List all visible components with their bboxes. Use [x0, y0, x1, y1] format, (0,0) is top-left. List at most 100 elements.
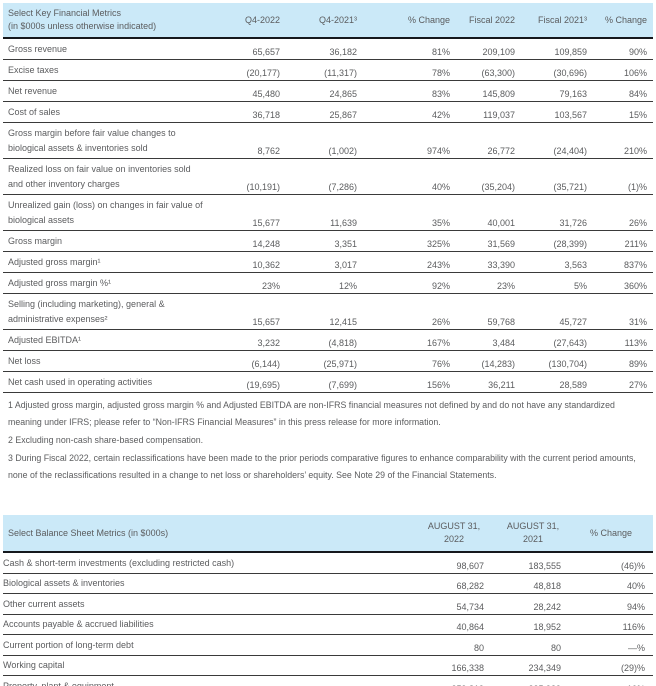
cell-value: 84% [628, 89, 647, 99]
cell-value: 167% [426, 338, 450, 348]
cell-value: 36,182 [329, 47, 357, 57]
cell-value: 259,819 [417, 676, 497, 686]
table1-title-cell: Select Key Financial Metrics (in $000s u… [3, 3, 213, 39]
cell-value: 3,232 [257, 338, 280, 348]
column-header-line: 2021 [522, 534, 544, 544]
table-row: Gross revenue 65,657 36,182 81% 209,109 109,8… [3, 38, 653, 60]
table-row: Gross margin before fair value changes t… [3, 123, 653, 159]
cell-value: 325% [426, 239, 450, 249]
cell-value: 15,677 [252, 218, 280, 228]
column-header-fiscal-2021: Fiscal 2021³ [521, 3, 593, 39]
cell-value: (25,971) [323, 359, 357, 369]
cell-value: 119,037 [483, 110, 515, 120]
table-row: Excise taxes (20,177) (11,317) 78% (63,300) (… [3, 60, 653, 81]
cell-value: (27,643) [553, 338, 587, 348]
table-row: Net loss (6,144) (25,971) 76% (14,283) (130,7… [3, 351, 653, 372]
cell-value: (29)% [620, 663, 645, 673]
row-label: Working capital [3, 660, 65, 670]
cell-value: 3,484 [492, 338, 515, 348]
cell-value: 78% [431, 68, 450, 78]
cell-value: 183,555 [528, 560, 561, 571]
row-label: Adjusted gross margin¹ [8, 257, 101, 267]
cell-value: 3,563 [564, 260, 587, 270]
cell-value: 24,865 [329, 89, 357, 99]
cell-value: 974% [426, 146, 450, 156]
column-header-line: 2022 [443, 534, 465, 544]
column-header-q4-2021: Q4-2021³ [286, 3, 363, 39]
cell-value: 106% [623, 68, 647, 78]
cell-value: 10,362 [252, 260, 280, 270]
cell-value: 40% [626, 581, 645, 591]
cell-value: 40,864 [456, 622, 484, 632]
cell-value: 80 [550, 642, 561, 653]
cell-value: 25,867 [329, 110, 357, 120]
row-label: Realized loss on fair value on inventori… [8, 164, 191, 189]
cell-value: (1,002) [328, 146, 357, 156]
row-label: Cost of sales [8, 107, 61, 117]
row-label: Current portion of long-term debt [3, 639, 134, 650]
cell-value: 14,248 [252, 239, 280, 249]
table-row: Biological assets & inventories 68,282 48,… [3, 573, 653, 594]
footnotes: 1 Adjusted gross margin, adjusted gross … [8, 397, 643, 484]
cell-value: 54,734 [456, 601, 484, 612]
row-label: Unrealized gain (loss) on changes in fai… [8, 200, 203, 225]
cell-value: 210% [623, 146, 647, 156]
cell-value: —% [627, 642, 645, 653]
table1-header-row: Select Key Financial Metrics (in $000s u… [3, 3, 653, 39]
row-label: Adjusted gross margin %¹ [8, 278, 112, 288]
cell-value: 28,242 [533, 601, 561, 612]
cell-value: 209,109 [482, 47, 515, 57]
column-header-aug-31-2021: AUGUST 31, 2021 [497, 515, 575, 553]
table-row: Adjusted EBITDA¹ 3,232 (4,818) 167% 3,484 (27… [3, 330, 653, 351]
cell-value: 3,017 [334, 260, 357, 270]
table2-title: Select Balance Sheet Metrics (in $000s) [3, 515, 417, 553]
row-label: Biological assets & inventories [3, 578, 125, 588]
cell-value: (20,177) [246, 68, 280, 78]
row-label: Other current assets [3, 598, 85, 609]
cell-value: 15% [628, 110, 647, 120]
table-row: Current portion of long-term debt 80 80 —% [3, 635, 653, 655]
cell-value: 166,338 [451, 663, 484, 673]
row-label: Property, plant & equipment [3, 680, 114, 686]
table1-title: Select Key Financial Metrics [8, 8, 122, 18]
table2-header-row: Select Balance Sheet Metrics (in $000s) … [3, 515, 653, 553]
cell-value: 31,726 [559, 218, 587, 228]
cell-value: 12,415 [329, 317, 357, 327]
table-row: Adjusted gross margin %¹ 23% 12% 92% 23% 5% 36… [3, 273, 653, 294]
cell-value: 109,859 [554, 47, 587, 57]
table-row: Cost of sales 36,718 25,867 42% 119,037 103,5… [3, 102, 653, 123]
cell-value: 31% [628, 317, 647, 327]
cell-value: 45,480 [252, 89, 280, 99]
cell-value: 116% [622, 622, 645, 632]
column-header-pct-change-q4: % Change [363, 3, 456, 39]
cell-value: 76% [431, 359, 450, 369]
cell-value: 26% [431, 317, 450, 327]
cell-value: 360% [623, 281, 647, 291]
row-label: Net revenue [8, 86, 58, 96]
cell-value: 3,351 [334, 239, 357, 249]
cell-value: 145,809 [482, 89, 515, 99]
cell-value: (4,818) [328, 338, 357, 348]
table-row: Unrealized gain (loss) on changes in fai… [3, 195, 653, 231]
cell-value: (19,695) [246, 380, 280, 390]
table1-subtitle: (in $000s unless otherwise indicated) [8, 21, 157, 31]
cell-value: (28,399) [553, 239, 587, 249]
cell-value: 48,818 [533, 581, 561, 591]
cell-value: 31,569 [487, 239, 515, 249]
footnote: 1 Adjusted gross margin, adjusted gross … [8, 400, 615, 427]
row-label: Adjusted EBITDA¹ [8, 335, 82, 345]
cell-value: 8,762 [257, 146, 280, 156]
cell-value: 5% [573, 281, 587, 291]
cell-value: 837% [623, 260, 647, 270]
section-spacer [3, 485, 653, 515]
row-label: Net cash used in operating activities [8, 377, 153, 387]
cell-value: (130,704) [548, 359, 587, 369]
cell-value: 59,768 [487, 317, 515, 327]
cell-value: 15,657 [252, 317, 280, 327]
table-row: Net revenue 45,480 24,865 83% 145,809 79,163 8… [3, 81, 653, 102]
table-row: Realized loss on fair value on inventori… [3, 159, 653, 195]
cell-value: (46)% [620, 560, 645, 571]
cell-value: 26,772 [487, 146, 515, 156]
table-row: Adjusted gross margin¹ 10,362 3,017 243% 33,… [3, 252, 653, 273]
row-label: Excise taxes [8, 65, 59, 75]
